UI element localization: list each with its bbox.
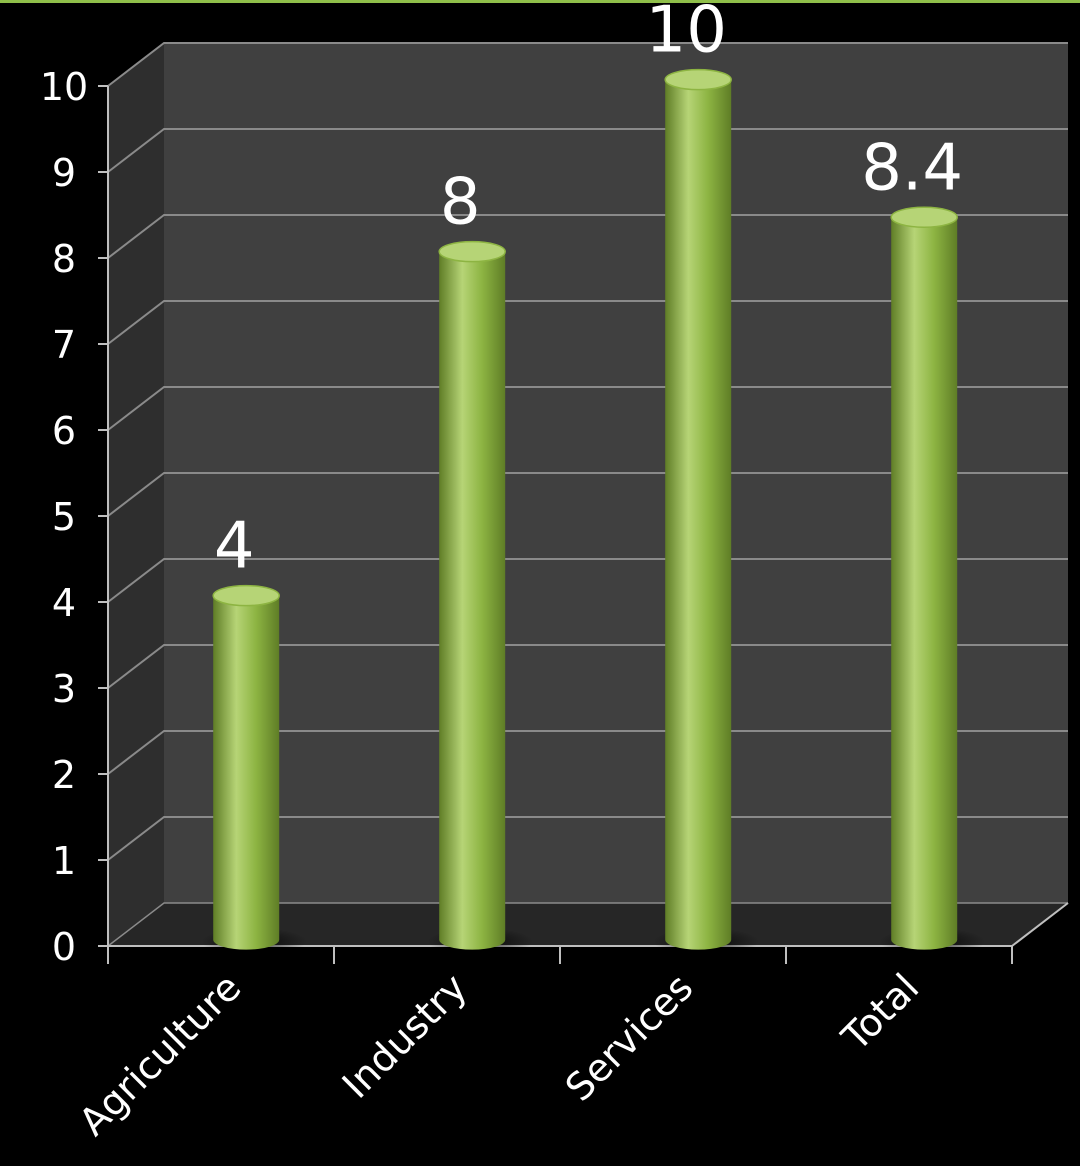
- bar-body: [665, 79, 732, 950]
- plot-floor: [108, 903, 1068, 946]
- gridline: [107, 214, 1068, 259]
- bar-body: [213, 595, 280, 950]
- y-tick-label: 8: [52, 237, 76, 281]
- gridline: [107, 558, 1068, 603]
- floor-right-edge: [1011, 902, 1069, 947]
- x-tick-label: Services: [557, 965, 701, 1109]
- data-label: 8.4: [861, 131, 963, 205]
- gridline: [107, 386, 1068, 431]
- bar-body: [439, 251, 506, 950]
- data-labels: 4 8 10 8.4: [214, 0, 963, 584]
- bar: [427, 240, 533, 956]
- x-tick-label: Agriculture: [70, 965, 249, 1144]
- top-accent-rule: [0, 0, 1080, 3]
- gridline: [107, 42, 1068, 87]
- gridlines: [107, 42, 1068, 947]
- bar-body: [891, 217, 958, 950]
- y-tick-label: 0: [52, 925, 76, 969]
- bar: [653, 68, 759, 956]
- y-tick-label: 2: [52, 753, 76, 797]
- bar-top-cap: [664, 68, 732, 91]
- y-tick-label: 10: [40, 65, 88, 109]
- y-tick-label: 4: [52, 581, 76, 625]
- gridline: [107, 472, 1068, 517]
- bar: [201, 584, 307, 956]
- y-tick-label: 5: [52, 495, 76, 539]
- bar-top-cap: [438, 240, 506, 263]
- y-tick-label: 1: [52, 839, 76, 883]
- y-tick-label: 7: [52, 323, 76, 367]
- bar: [879, 206, 985, 956]
- bar-top-cap: [890, 206, 958, 228]
- gridline-floor: [107, 902, 1068, 947]
- x-axis-tick-labels: Agriculture Industry Services Total: [70, 965, 927, 1144]
- data-label: 4: [214, 510, 255, 584]
- x-tick-label: Industry: [334, 965, 476, 1107]
- x-tick-label: Total: [833, 965, 928, 1060]
- y-tick-label: 6: [52, 409, 76, 453]
- gridline: [107, 816, 1068, 861]
- gridline: [107, 644, 1068, 689]
- data-label: 8: [440, 166, 481, 240]
- y-tick-label: 9: [52, 151, 76, 195]
- y-axis-tick-labels: 0 1 2 3 4 5 6 7 8 9 10: [40, 65, 88, 969]
- gridline: [107, 128, 1068, 173]
- data-label: 10: [645, 0, 726, 68]
- gridline: [107, 730, 1068, 775]
- bars: [201, 68, 985, 956]
- bar-top-cap: [212, 584, 280, 607]
- y-tick-label: 3: [52, 667, 76, 711]
- gridline: [107, 300, 1068, 345]
